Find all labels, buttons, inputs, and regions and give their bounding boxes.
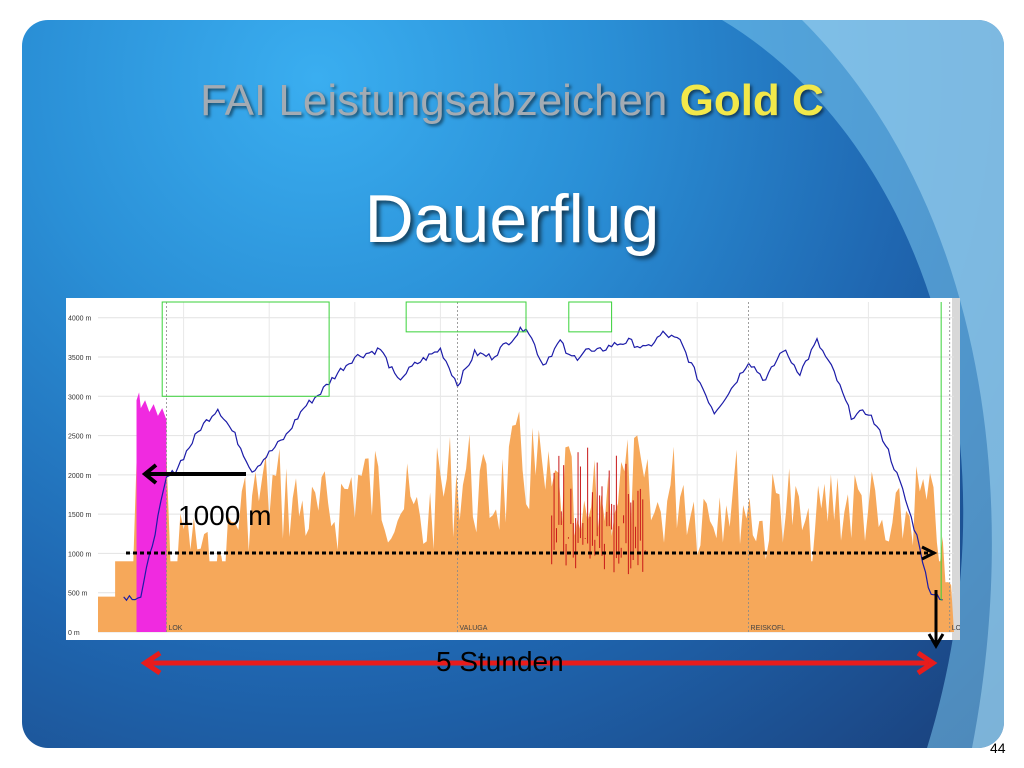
slide-subtitle: Dauerflug xyxy=(364,181,660,257)
duration-label: 5 Stunden xyxy=(436,646,564,677)
y-tick-label: 2500 m xyxy=(68,434,92,441)
vario-base xyxy=(115,561,942,632)
y-tick-label: 4000 m xyxy=(68,316,92,323)
flight-chart: 0 m 500 m 1000 m 1500 m 2000 m 2500 m 3000 m 35… xyxy=(66,298,960,640)
chart-scrollbar xyxy=(952,298,960,640)
airspace-box xyxy=(161,301,330,397)
y-tick-label: 500 m xyxy=(68,591,88,598)
waypoint-label: VALUGA xyxy=(460,625,488,632)
y-tick-label: 1500 m xyxy=(68,512,92,519)
page-number: 44 xyxy=(990,740,1006,756)
waypoint-label: LOK xyxy=(168,625,182,632)
y-tick-label: 3500 m xyxy=(68,355,92,362)
waypoint-label: REISKOFL xyxy=(751,625,786,632)
altitude-line xyxy=(123,325,943,602)
y-tick-label: 0 m xyxy=(68,630,80,637)
slide-title: FAI Leistungsabzeichen Gold C xyxy=(0,76,1024,126)
title-main: FAI Leistungsabzeichen xyxy=(200,76,680,125)
y-tick-label: 3000 m xyxy=(68,394,92,401)
altitude-gain-label: 1000 m xyxy=(178,500,272,531)
airspace-box xyxy=(405,301,527,333)
background-swoosh xyxy=(722,20,1004,748)
waypoint-label: LOK xyxy=(952,625,960,632)
y-tick-label: 2000 m xyxy=(68,473,92,480)
title-highlight: Gold C xyxy=(679,76,824,125)
tow-area xyxy=(136,392,167,632)
y-tick-label: 1000 m xyxy=(68,551,92,558)
airspace-box xyxy=(568,301,613,333)
